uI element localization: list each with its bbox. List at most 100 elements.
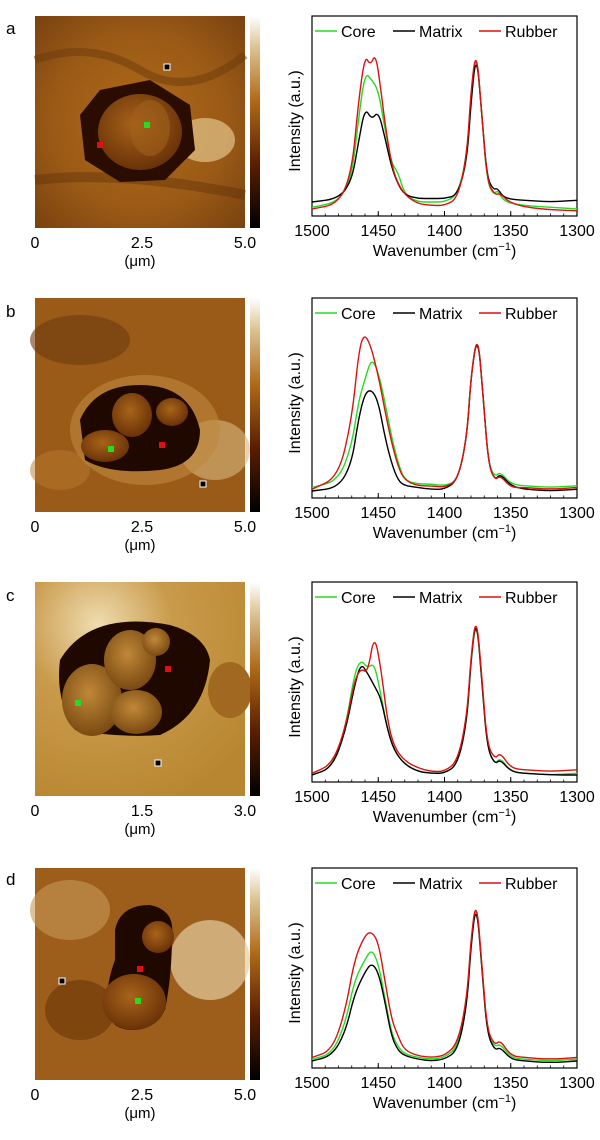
x-axis-label: Wavenumber (cm−1) bbox=[373, 241, 517, 260]
x-tick-label: 1400 bbox=[427, 1075, 463, 1092]
afm-image bbox=[30, 298, 250, 512]
legend-label-core: Core bbox=[341, 590, 376, 607]
x-tick-label: 1300 bbox=[559, 1075, 595, 1092]
x-tick-label: 1450 bbox=[360, 789, 396, 806]
legend-label-core: Core bbox=[341, 306, 376, 323]
spectrum-chart-3: 1500 1450 1400 1350 1300 Wavenumber (cm−1) Int… bbox=[287, 867, 595, 1112]
x-tick-label: 1500 bbox=[294, 505, 330, 522]
core-marker bbox=[108, 446, 114, 452]
afm-tick-2: 5.0 bbox=[234, 1087, 256, 1104]
plot-frame bbox=[311, 297, 578, 499]
matrix-marker bbox=[58, 977, 66, 985]
legend: Core Matrix Rubber bbox=[315, 306, 558, 323]
series-line-rubber bbox=[311, 625, 578, 774]
afm-tick-1: 2.5 bbox=[131, 235, 153, 252]
legend: Core Matrix Rubber bbox=[315, 876, 558, 893]
x-tick-label: 1350 bbox=[493, 505, 529, 522]
colorbar bbox=[250, 868, 260, 1080]
series-line-matrix bbox=[311, 345, 578, 492]
panel-a: a 0 2.5 5.0 (μm) bbox=[6, 16, 260, 270]
spectrum-chart-0: 1500 1450 1400 1350 1300 Wavenumber (cm−1) Int… bbox=[287, 15, 595, 260]
x-tick-label: 1450 bbox=[360, 1075, 396, 1092]
y-axis-label: Intensity (a.u.) bbox=[287, 352, 304, 453]
series-line-matrix bbox=[311, 64, 578, 203]
rubber-marker bbox=[159, 442, 165, 448]
afm-tick-1: 2.5 bbox=[131, 1087, 153, 1104]
afm-tick-0: 0 bbox=[31, 803, 40, 820]
x-tick-label: 1350 bbox=[493, 223, 529, 240]
afm-image bbox=[35, 582, 252, 796]
legend-label-rubber: Rubber bbox=[505, 24, 558, 41]
colorbar bbox=[250, 582, 260, 796]
panel-label: a bbox=[6, 19, 16, 38]
series-line-rubber bbox=[311, 336, 578, 490]
series-line-rubber bbox=[311, 909, 578, 1060]
panel-label: c bbox=[6, 586, 15, 605]
legend-label-rubber: Rubber bbox=[505, 306, 558, 323]
legend-label-core: Core bbox=[341, 24, 376, 41]
afm-xlabel: (μm) bbox=[124, 1105, 155, 1122]
afm-image bbox=[30, 868, 250, 1080]
legend-label-matrix: Matrix bbox=[419, 876, 463, 893]
legend: Core Matrix Rubber bbox=[315, 24, 558, 41]
x-tick-label: 1350 bbox=[493, 789, 529, 806]
series-line-rubber bbox=[311, 57, 578, 212]
plot-frame bbox=[311, 15, 578, 217]
x-tick-label: 1400 bbox=[427, 789, 463, 806]
panel-d: d 0 2.5 5.0 (μm) bbox=[6, 868, 260, 1122]
x-axis-label: Wavenumber (cm−1) bbox=[373, 523, 517, 542]
x-tick-label: 1350 bbox=[493, 1075, 529, 1092]
colorbar bbox=[250, 16, 260, 228]
series-line-core bbox=[311, 911, 578, 1062]
x-axis-label: Wavenumber (cm−1) bbox=[373, 807, 517, 826]
matrix-marker bbox=[163, 63, 171, 71]
afm-xlabel: (μm) bbox=[124, 821, 155, 838]
x-tick-label: 1450 bbox=[360, 505, 396, 522]
panel-label: d bbox=[6, 870, 15, 889]
y-axis-label: Intensity (a.u.) bbox=[287, 70, 304, 171]
afm-xlabel: (μm) bbox=[124, 537, 155, 554]
y-axis-label: Intensity (a.u.) bbox=[287, 636, 304, 737]
afm-tick-0: 0 bbox=[31, 1087, 40, 1104]
x-tick-label: 1450 bbox=[360, 223, 396, 240]
legend-label-matrix: Matrix bbox=[419, 306, 463, 323]
panel-label: b bbox=[6, 302, 15, 321]
x-axis-label: Wavenumber (cm−1) bbox=[373, 1093, 517, 1112]
legend-label-matrix: Matrix bbox=[419, 590, 463, 607]
spectrum-chart-1: 1500 1450 1400 1350 1300 Wavenumber (cm−1) Int… bbox=[287, 297, 595, 542]
y-axis-label: Intensity (a.u.) bbox=[287, 922, 304, 1023]
plot-frame bbox=[311, 867, 578, 1069]
plot-frame bbox=[311, 581, 578, 783]
afm-xlabel: (μm) bbox=[124, 253, 155, 270]
spectrum-chart-2: 1500 1450 1400 1350 1300 Wavenumber (cm−1) Int… bbox=[287, 581, 595, 826]
rubber-marker bbox=[97, 142, 103, 148]
x-tick-label: 1300 bbox=[559, 789, 595, 806]
series-line-matrix bbox=[311, 627, 577, 776]
core-marker bbox=[75, 700, 81, 706]
series-line-matrix bbox=[311, 913, 578, 1064]
matrix-marker bbox=[154, 759, 162, 767]
x-tick-label: 1500 bbox=[294, 789, 330, 806]
colorbar bbox=[250, 298, 260, 512]
legend-label-rubber: Rubber bbox=[505, 876, 558, 893]
legend-label-core: Core bbox=[341, 876, 376, 893]
rubber-marker bbox=[137, 966, 143, 972]
x-tick-label: 1400 bbox=[427, 223, 463, 240]
series-line-core bbox=[311, 343, 578, 489]
rubber-marker bbox=[165, 666, 171, 672]
x-tick-label: 1300 bbox=[559, 505, 595, 522]
core-marker bbox=[135, 998, 141, 1004]
afm-tick-1: 2.5 bbox=[131, 519, 153, 536]
x-tick-label: 1500 bbox=[294, 1075, 330, 1092]
x-tick-label: 1500 bbox=[294, 223, 330, 240]
afm-tick-2: 5.0 bbox=[234, 235, 256, 252]
afm-image bbox=[33, 16, 248, 228]
legend: Core Matrix Rubber bbox=[315, 590, 558, 607]
legend-label-matrix: Matrix bbox=[419, 24, 463, 41]
afm-tick-0: 0 bbox=[31, 235, 40, 252]
afm-tick-0: 0 bbox=[31, 519, 40, 536]
afm-tick-2: 5.0 bbox=[234, 519, 256, 536]
matrix-marker bbox=[199, 480, 207, 488]
series-line-core bbox=[311, 61, 578, 210]
